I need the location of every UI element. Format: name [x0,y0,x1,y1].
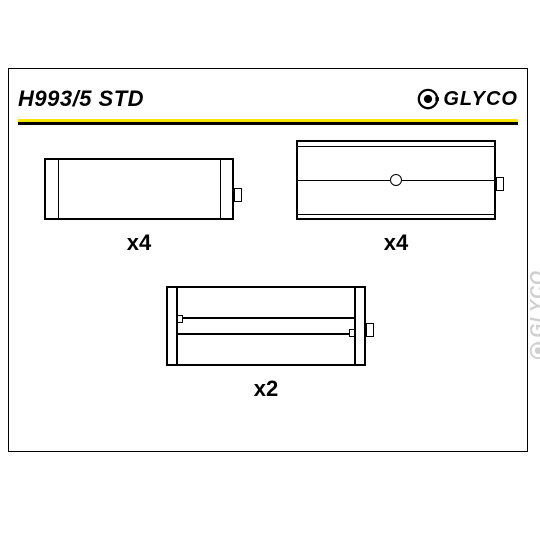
brand-name: GLYCO [443,88,518,111]
bearing-shell-b-oil-hole [390,174,402,186]
qty-label: x2 [246,376,286,402]
part-number: H993/5 STD [18,86,144,112]
watermark: GLYCO [528,270,540,360]
bearing-shell-a-tab [234,188,242,202]
brand-logo: GLYCO [417,88,518,111]
bearing-shell-b-edge [298,214,494,215]
glyco-logo-icon [417,88,439,110]
bearing-shell-c-rail [354,286,366,366]
bearing-shell-b-tab [496,177,504,191]
page: H993/5 STD GLYCO x4 x4 x2 [0,0,540,540]
header: H993/5 STD GLYCO [18,78,518,120]
glyco-logo-icon [529,342,540,360]
divider-line [18,122,518,125]
bearing-shell-a-edge [58,160,59,218]
bearing-shell-c-tab [366,323,374,337]
bearing-shell-c-notch [177,315,183,323]
bearing-shell-c-notch [349,329,355,337]
bearing-shell-c-upper [166,286,366,319]
bearing-shell-c-lower [166,333,366,366]
bearing-shell-a [44,158,234,220]
bearing-shell-c-rail [166,286,178,366]
bearing-shell-b-edge [298,146,494,147]
watermark-text: GLYCO [528,270,540,338]
qty-label: x4 [119,230,159,256]
bearing-shell-a-edge [220,160,221,218]
qty-label: x4 [376,230,416,256]
